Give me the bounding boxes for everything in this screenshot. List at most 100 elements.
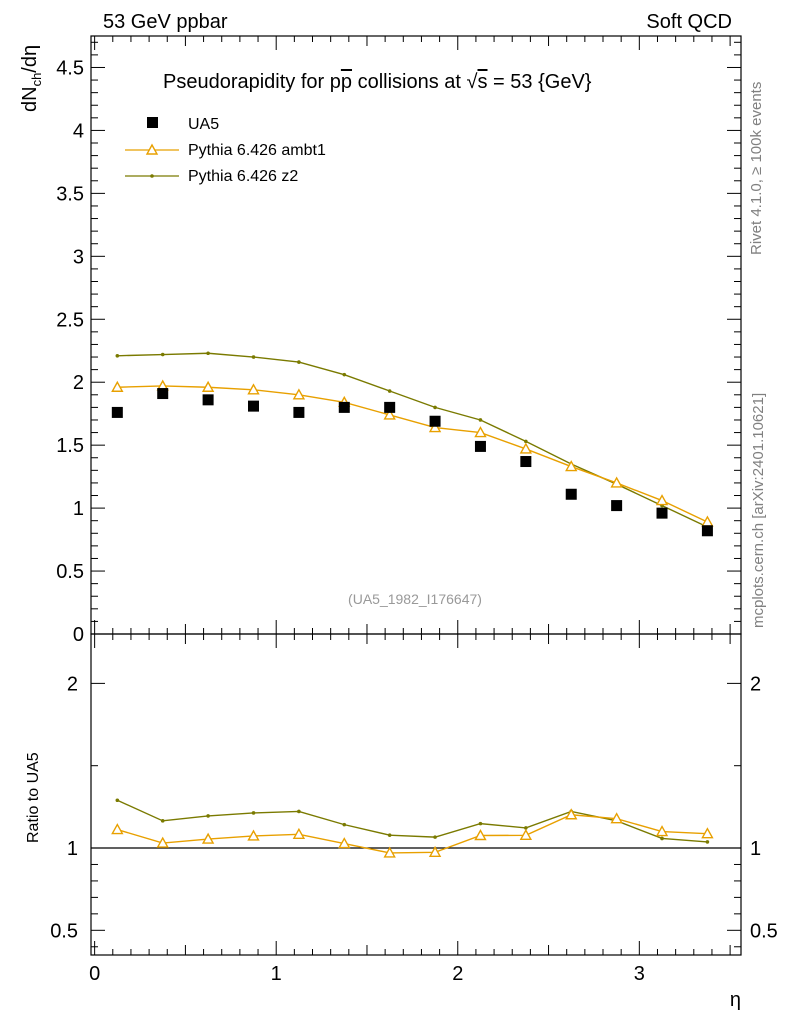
data-point-pythia-z2: [342, 372, 347, 377]
ratio-y-tick-label-left: 1: [67, 838, 78, 860]
x-tick-label: 0: [89, 963, 100, 985]
data-point-pythia-z2: [297, 360, 301, 364]
data-point-ua5: [111, 406, 123, 418]
ratio-point-pythia-ambt1: [156, 836, 169, 848]
ratio-point-pythia-z2: [524, 826, 528, 830]
ratio-point-pythia-ambt1: [111, 823, 124, 835]
data-point-ua5: [293, 406, 305, 418]
data-point-pythia-ambt1: [474, 426, 487, 438]
ratio-point-pythia-ambt1: [610, 812, 623, 824]
data-point-pythia-ambt1: [247, 383, 260, 395]
data-point-ua5: [248, 400, 259, 412]
data-point-pythia-ambt1: [655, 494, 669, 506]
data-point-ua5: [202, 394, 214, 406]
ratio-point-pythia-ambt1: [428, 845, 442, 857]
ratio-plot-frame: [90, 633, 742, 956]
y-tick-label: 1.5: [56, 435, 84, 457]
data-point-pythia-ambt1: [383, 408, 396, 420]
ratio-y-tick-label-right: 2: [750, 673, 761, 695]
data-point-ua5: [384, 401, 396, 413]
header-left: 53 GeV ppbar: [103, 11, 228, 33]
y-tick-label: 2: [73, 372, 84, 394]
legend-label-z2: Pythia 6.426 z2: [188, 168, 298, 185]
ratio-line-pythia-ambt1: [117, 814, 708, 854]
data-point-ua5: [520, 456, 532, 468]
data-point-pythia-ambt1: [111, 380, 124, 392]
y-tick-label: 2.5: [56, 309, 84, 331]
ratio-point-pythia-z2: [206, 814, 210, 818]
ratio-y-tick-label-left: 0.5: [50, 920, 78, 942]
ratio-point-pythia-ambt1: [565, 808, 578, 820]
x-axis-label: η: [730, 989, 741, 1011]
data-point-pythia-z2: [478, 418, 483, 422]
ratio-point-pythia-ambt1: [655, 825, 669, 837]
analysis-tag: (UA5_1982_I176647): [348, 591, 482, 607]
legend-label-ambt1: Pythia 6.426 ambt1: [188, 142, 326, 159]
data-point-ua5: [701, 525, 713, 537]
x-tick-label: 2: [452, 963, 463, 985]
y-tick-label: 3: [73, 246, 84, 268]
y-axis-label-ratio: Ratio to UA5: [25, 752, 42, 843]
ratio-point-pythia-z2: [478, 821, 483, 826]
data-point-ua5: [611, 500, 623, 512]
x-tick-label: 1: [271, 963, 282, 985]
header-right: Soft QCD: [646, 11, 732, 33]
data-point-pythia-ambt1: [292, 388, 306, 400]
data-point-pythia-ambt1: [565, 460, 578, 472]
ratio-point-pythia-z2: [387, 833, 392, 837]
ratio-point-pythia-ambt1: [201, 832, 215, 844]
data-point-pythia-ambt1: [701, 515, 714, 527]
data-point-pythia-z2: [206, 351, 210, 356]
data-point-pythia-z2: [251, 355, 256, 359]
data-point-ua5: [474, 440, 486, 452]
ratio-point-pythia-z2: [115, 798, 120, 803]
y-tick-label: 3.5: [56, 183, 84, 205]
data-point-ua5: [656, 507, 668, 519]
data-point-pythia-ambt1: [428, 421, 442, 433]
legend-marker-ua5: [147, 117, 158, 128]
data-point-ua5: [429, 415, 441, 427]
side-label-bottom: mcplots.cern.ch [arXiv:2401.10621]: [750, 393, 767, 628]
data-point-pythia-z2: [387, 389, 392, 393]
data-point-pythia-z2: [115, 353, 120, 358]
ratio-y-tick-label-left: 2: [67, 673, 78, 695]
y-tick-label: 4.5: [56, 57, 84, 79]
side-label-top: Rivet 4.1.0, ≥ 100k events: [748, 82, 765, 255]
ratio-point-pythia-z2: [342, 822, 347, 827]
data-point-pythia-ambt1: [519, 442, 533, 454]
data-point-pythia-ambt1: [610, 476, 623, 488]
data-point-pythia-z2: [433, 405, 437, 410]
data-point-pythia-z2: [524, 439, 528, 444]
y-tick-label: 0.5: [56, 561, 84, 583]
data-point-ua5: [565, 488, 577, 500]
y-tick-label: 0: [73, 624, 84, 646]
chart-title: Pseudorapidity for pp collisions at √s =…: [163, 71, 592, 93]
y-tick-label: 1: [73, 498, 84, 520]
x-tick-label: 3: [634, 963, 645, 985]
legend: UA5 Pythia 6.426 ambt1 Pythia 6.426 z2: [125, 116, 326, 185]
y-tick-label: 4: [73, 120, 84, 142]
ratio-point-pythia-z2: [251, 811, 256, 815]
legend-label-ua5: UA5: [188, 116, 219, 133]
series-line-pythia-ambt1: [117, 385, 708, 523]
ratio-y-tick-label-right: 0.5: [750, 920, 778, 942]
data-point-pythia-ambt1: [201, 380, 215, 392]
ratio-point-pythia-ambt1: [701, 827, 714, 839]
ratio-point-pythia-ambt1: [292, 827, 306, 840]
data-point-ua5: [157, 388, 169, 400]
ratio-y-tick-label-right: 1: [750, 838, 761, 860]
ratio-point-pythia-z2: [297, 809, 301, 814]
ratio-point-pythia-ambt1: [519, 828, 533, 841]
ratio-point-pythia-z2: [160, 819, 165, 823]
ratio-point-pythia-ambt1: [338, 837, 351, 849]
svg-text:Pseudorapidity for pp collisio: Pseudorapidity for pp collisions at √s =…: [163, 71, 592, 93]
legend-marker-ambt1: [145, 143, 159, 155]
ratio-point-pythia-ambt1: [383, 846, 396, 858]
data-point-ua5: [338, 401, 350, 413]
ratio-point-pythia-z2: [433, 835, 437, 839]
y-axis-label-main: dNch/dη: [19, 45, 44, 112]
ratio-point-pythia-z2: [705, 840, 710, 844]
ratio-point-pythia-ambt1: [247, 829, 260, 841]
ratio-line-pythia-z2: [117, 799, 708, 843]
legend-marker-z2: [150, 174, 154, 178]
